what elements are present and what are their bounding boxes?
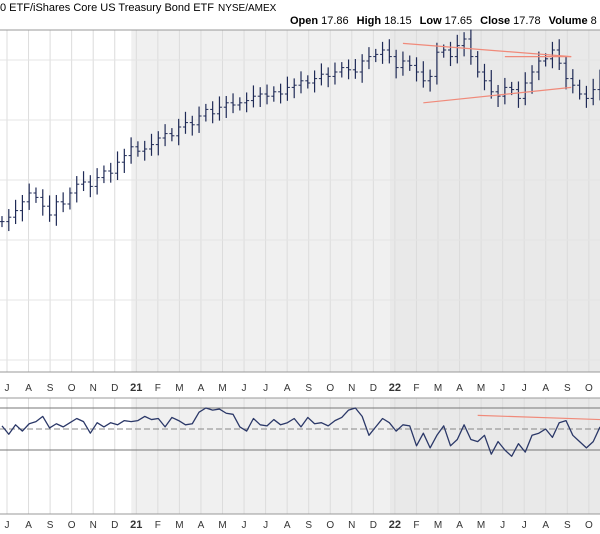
- ohlc-readout: Open 17.86 High 18.15 Low 17.65 Close 17.78 Volu…: [290, 15, 600, 27]
- indicator-x-tick-label: J: [5, 520, 10, 531]
- open-label: Open: [290, 15, 319, 27]
- indicator-x-tick-label: A: [198, 520, 205, 531]
- indicator-x-tick-label: O: [585, 520, 593, 531]
- open-value: 17.86: [321, 15, 349, 27]
- chart-header: 0 ETF/iShares Core US Treasury Bond ETF N…: [0, 0, 600, 30]
- indicator-x-tick-label: A: [284, 520, 291, 531]
- price-band-0: [0, 30, 132, 372]
- price-x-tick-label: O: [68, 383, 76, 394]
- price-x-tick-label: J: [5, 383, 10, 394]
- price-x-tick-label: M: [434, 383, 442, 394]
- price-x-tick-label: 22: [389, 382, 401, 394]
- low-label: Low: [419, 15, 442, 27]
- price-x-tick-label: F: [155, 383, 161, 394]
- price-band-1: [131, 30, 390, 372]
- indicator-x-tick-label: S: [564, 520, 571, 531]
- exchange-label: NYSE/AMEX: [217, 3, 277, 14]
- indicator-x-tick-label: D: [111, 520, 118, 531]
- indicator-x-tick-label: J: [500, 520, 505, 531]
- indicator-x-tick-label: A: [456, 520, 463, 531]
- indicator-band-1: [131, 398, 390, 514]
- price-x-tick-label: 21: [130, 382, 142, 394]
- chart-title: 0 ETF/iShares Core US Treasury Bond ETF N…: [0, 2, 277, 14]
- price-x-tick-label: S: [47, 383, 54, 394]
- indicator-x-tick-label: J: [522, 520, 527, 531]
- price-x-tick-label: F: [413, 383, 419, 394]
- indicator-x-tick-label: J: [263, 520, 268, 531]
- high-value: 18.15: [384, 15, 412, 27]
- volume-value: 8: [590, 15, 597, 27]
- indicator-x-tick-label: S: [305, 520, 312, 531]
- price-x-tick-label: J: [522, 383, 527, 394]
- indicator-band-0: [0, 398, 132, 514]
- price-x-tick-label: J: [242, 383, 247, 394]
- price-x-tick-label: M: [175, 383, 183, 394]
- volume-label: Volume: [548, 15, 588, 27]
- price-x-tick-label: A: [542, 383, 549, 394]
- price-x-tick-label: A: [284, 383, 291, 394]
- price-x-tick-label: M: [477, 383, 485, 394]
- indicator-x-tick-label: F: [155, 520, 161, 531]
- price-x-tick-label: O: [326, 383, 334, 394]
- indicator-band-2: [389, 398, 600, 514]
- indicator-x-tick-label: J: [242, 520, 247, 531]
- indicator-x-tick-label: M: [477, 520, 485, 531]
- price-x-tick-label: S: [305, 383, 312, 394]
- indicator-x-tick-label: M: [218, 520, 226, 531]
- indicator-x-tick-label: O: [326, 520, 334, 531]
- indicator-trendline: [477, 414, 600, 421]
- price-x-tick-label: D: [111, 383, 118, 394]
- low-value: 17.65: [444, 15, 473, 27]
- price-x-tick-label: J: [263, 383, 268, 394]
- indicator-x-tick-label: S: [47, 520, 54, 531]
- price-x-tick-label: D: [370, 383, 377, 394]
- indicator-x-tick-label: A: [25, 520, 32, 531]
- indicator-x-tick-label: M: [434, 520, 442, 531]
- indicator-x-tick-label: N: [90, 520, 97, 531]
- price-trendline: [423, 86, 572, 104]
- indicator-line: [1, 407, 600, 457]
- price-trendline: [402, 42, 572, 58]
- price-x-tick-label: A: [456, 383, 463, 394]
- close-value: 17.78: [513, 15, 541, 27]
- price-x-tick-label: N: [90, 383, 97, 394]
- price-x-tick-label: M: [218, 383, 226, 394]
- price-x-tick-label: O: [585, 383, 593, 394]
- price-x-tick-label: A: [198, 383, 205, 394]
- indicator-x-tick-label: F: [413, 520, 419, 531]
- price-x-tick-label: S: [564, 383, 571, 394]
- indicator-x-tick-label: O: [68, 520, 76, 531]
- high-label: High: [356, 15, 382, 27]
- indicator-x-tick-label: 21: [130, 519, 142, 531]
- price-x-tick-label: J: [500, 383, 505, 394]
- price-x-tick-label: A: [25, 383, 32, 394]
- price-x-tick-label: N: [348, 383, 355, 394]
- indicator-x-tick-label: N: [348, 520, 355, 531]
- indicator-x-tick-label: D: [370, 520, 377, 531]
- indicator-x-tick-label: 22: [389, 519, 401, 531]
- close-label: Close: [480, 15, 511, 27]
- indicator-x-tick-label: M: [175, 520, 183, 531]
- indicator-x-tick-label: A: [542, 520, 549, 531]
- price-band-2: [389, 30, 600, 372]
